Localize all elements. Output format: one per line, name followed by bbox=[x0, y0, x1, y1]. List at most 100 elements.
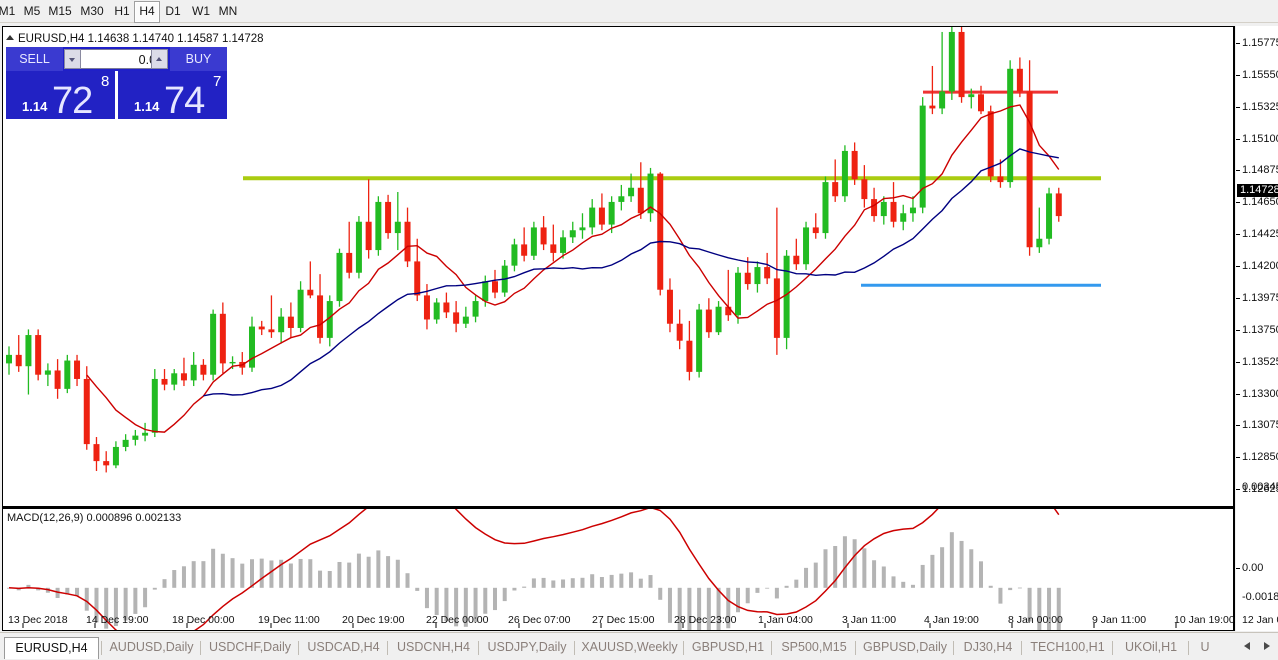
timeframe-button-h1[interactable]: H1 bbox=[114, 4, 130, 18]
chart-tab-usdcnh-h4[interactable]: USDCNH,H4 bbox=[397, 640, 470, 654]
price-tick-label: 1.14875 bbox=[1242, 164, 1278, 177]
price-tick-label: 1.13300 bbox=[1242, 387, 1278, 400]
candle-body bbox=[832, 182, 839, 197]
timeframe-button-m30[interactable]: M30 bbox=[80, 4, 104, 18]
candle-body bbox=[725, 306, 732, 316]
macd-histogram-bar bbox=[901, 581, 906, 588]
candle-body bbox=[404, 221, 411, 262]
macd-histogram-bar bbox=[998, 587, 1003, 604]
volume-decrease-icon[interactable] bbox=[64, 49, 81, 69]
macd-histogram-bar bbox=[75, 587, 80, 596]
macd-histogram-bar bbox=[784, 585, 789, 588]
candle-body bbox=[560, 237, 567, 253]
macd-histogram-bar bbox=[211, 548, 216, 588]
tab-scroll-arrows[interactable] bbox=[1242, 640, 1276, 654]
candle-body bbox=[25, 335, 32, 367]
price-tick-mark bbox=[1236, 297, 1240, 299]
time-axis-label: 1 Jan 04:00 bbox=[758, 614, 813, 626]
chart-tab-usdchf-daily[interactable]: USDCHF,Daily bbox=[209, 640, 291, 654]
price-tick-label: 1.12625 bbox=[1242, 483, 1278, 496]
macd-pane[interactable] bbox=[3, 509, 1233, 630]
price-tick-label: 1.13525 bbox=[1242, 355, 1278, 368]
macd-histogram-bar bbox=[463, 587, 468, 627]
chart-tab-gbpusd-h1[interactable]: GBPUSD,H1 bbox=[691, 640, 765, 654]
candle-body bbox=[589, 207, 596, 228]
chart-tab-tech100-h1[interactable]: TECH100,H1 bbox=[1030, 640, 1105, 654]
candle-body bbox=[394, 221, 401, 234]
candle-body bbox=[569, 230, 576, 238]
candle-body bbox=[666, 289, 673, 324]
macd-histogram-bar bbox=[794, 579, 799, 588]
chart-tab-sp500-m15[interactable]: SP500,M15 bbox=[781, 640, 847, 654]
sell-price-fraction: 8 bbox=[101, 73, 110, 90]
macd-histogram-bar bbox=[318, 570, 323, 588]
candle-body bbox=[365, 221, 372, 251]
macd-histogram-bar bbox=[181, 566, 186, 588]
macd-histogram-bar bbox=[872, 560, 877, 588]
timeframe-button-h4[interactable]: H4 bbox=[134, 1, 160, 23]
chart-tab-xauusd-weekly[interactable]: XAUUSD,Weekly bbox=[581, 640, 678, 654]
macd-histogram-bar bbox=[755, 587, 760, 593]
candle-body bbox=[880, 201, 887, 217]
sell-price-button[interactable]: 1.14 72 8 bbox=[6, 71, 115, 122]
macd-histogram-bar bbox=[969, 549, 974, 588]
macd-histogram-bar bbox=[687, 587, 692, 630]
chart-tab-eurusd-h4[interactable]: EURUSD,H4 bbox=[4, 637, 99, 659]
buy-price-button[interactable]: 1.14 74 7 bbox=[118, 71, 227, 122]
timeframe-button-m1[interactable]: M1 bbox=[0, 4, 16, 18]
time-axis-label: 22 Dec 00:00 bbox=[426, 614, 489, 626]
chart-tab-gbpusd-daily[interactable]: GBPUSD,Daily bbox=[862, 640, 948, 654]
macd-histogram-bar bbox=[65, 587, 70, 595]
octp-price-row: 1.14 72 8 1.14 74 7 bbox=[6, 71, 227, 122]
price-axis[interactable]: 1.15775 1.15550 1.15325 1.15100 1.14875 1.146… bbox=[1236, 26, 1278, 631]
timeframe-button-w1[interactable]: W1 bbox=[192, 4, 210, 18]
candle-body bbox=[540, 227, 547, 245]
macd-plot bbox=[7, 509, 1177, 630]
chart-tab-ukoil-h1[interactable]: UKOil,H1 bbox=[1124, 640, 1178, 654]
volume-increase-icon[interactable] bbox=[151, 49, 168, 69]
ma-fast-line bbox=[86, 104, 1060, 433]
macd-histogram-bar bbox=[531, 578, 536, 588]
macd-label: MACD(12,26,9) 0.000896 0.002133 bbox=[7, 512, 182, 524]
candle-body bbox=[462, 316, 469, 324]
candle-body bbox=[423, 295, 430, 320]
sell-price-prefix: 1.14 bbox=[22, 99, 48, 114]
candle-body bbox=[598, 207, 605, 225]
price-tick-mark bbox=[1236, 43, 1240, 44]
chart-tab-usdcad-h4[interactable]: USDCAD,H4 bbox=[307, 640, 380, 654]
candle-body bbox=[890, 201, 897, 222]
candle-body bbox=[550, 244, 557, 253]
tab-separator bbox=[1188, 641, 1189, 655]
tab-separator bbox=[574, 641, 575, 655]
tab-separator bbox=[101, 641, 102, 655]
price-tick-label: 1.13975 bbox=[1242, 291, 1278, 304]
macd-histogram-bar bbox=[201, 561, 206, 588]
chart-tab-u[interactable]: U bbox=[1200, 640, 1210, 654]
sell-button[interactable]: SELL bbox=[6, 47, 63, 71]
macd-histogram-bar bbox=[667, 587, 672, 623]
price-tick-mark bbox=[1236, 106, 1240, 108]
scroll-right-icon[interactable] bbox=[1264, 642, 1270, 650]
scroll-left-icon[interactable] bbox=[1244, 642, 1250, 650]
candle-body bbox=[472, 301, 479, 317]
buy-button[interactable]: BUY bbox=[170, 47, 227, 71]
price-tick-label: 1.14650 bbox=[1242, 196, 1278, 209]
candle-body bbox=[696, 309, 703, 372]
macd-histogram-bar bbox=[774, 587, 779, 599]
tab-separator bbox=[387, 641, 388, 655]
timeframe-button-m15[interactable]: M15 bbox=[48, 4, 72, 18]
chart-tab-usdjpy-daily[interactable]: USDJPY,Daily bbox=[487, 640, 567, 654]
time-axis-label: 8 Jan 00:00 bbox=[1008, 614, 1063, 626]
timeframe-button-m5[interactable]: M5 bbox=[23, 4, 41, 18]
macd-histogram-bar bbox=[658, 587, 663, 600]
macd-histogram-bar bbox=[881, 566, 886, 588]
tab-separator bbox=[200, 641, 201, 655]
candle-body bbox=[754, 267, 761, 285]
timeframe-button-d1[interactable]: D1 bbox=[165, 4, 181, 18]
chart-tab-dj30-h4[interactable]: DJ30,H4 bbox=[963, 640, 1013, 654]
chart-tab-audusd-daily[interactable]: AUDUSD,Daily bbox=[109, 640, 194, 654]
macd-histogram-bar bbox=[648, 575, 653, 588]
candle-body bbox=[15, 354, 22, 367]
macd-histogram-bar bbox=[891, 576, 896, 588]
timeframe-button-mn[interactable]: MN bbox=[218, 4, 238, 18]
